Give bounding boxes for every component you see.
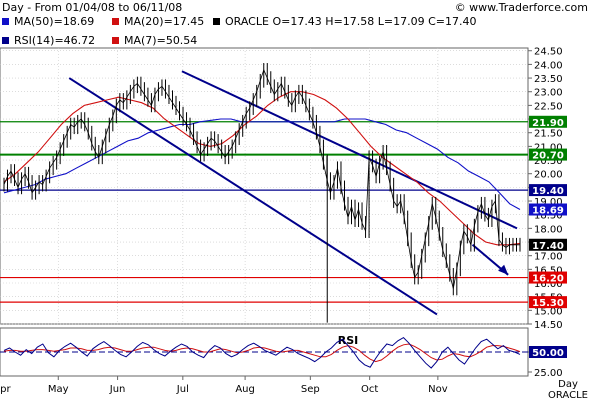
legend-label-rsi-ma: MA(7)=50.54 bbox=[124, 34, 197, 47]
price-tick-label: 19.00 bbox=[534, 197, 563, 208]
x-tick-label: Sep bbox=[301, 384, 320, 395]
rsi-value-tag bbox=[529, 346, 567, 358]
channel-upper-line bbox=[181, 70, 518, 230]
x-tick-label: May bbox=[48, 384, 69, 395]
price-tick-label: 22.50 bbox=[534, 101, 563, 112]
footer-period: Day bbox=[558, 379, 578, 390]
value-tag-label: 17.40 bbox=[532, 241, 564, 252]
x-tick-label: Jun bbox=[109, 384, 126, 395]
price-panel: 14.5015.0015.5016.0016.5017.0017.5018.00… bbox=[0, 47, 567, 331]
price-tick-label: 21.00 bbox=[534, 142, 563, 153]
value-tag bbox=[529, 203, 567, 216]
x-tick-label: Aug bbox=[235, 384, 255, 395]
level-tag-label: 21.90 bbox=[532, 118, 564, 129]
legend-label-rsi: RSI(14)=46.72 bbox=[14, 34, 95, 47]
legend-label-ma20: MA(20)=17.45 bbox=[124, 15, 204, 28]
price-tick-label: 23.00 bbox=[534, 88, 563, 99]
legend: MA(50)=18.69 MA(20)=17.45 ORACLE O=17.43… bbox=[2, 15, 477, 47]
chart-title: Day - From 01/04/08 to 06/11/08 bbox=[2, 1, 182, 14]
price-tick-label: 14.50 bbox=[534, 320, 563, 331]
price-tick-label: 16.00 bbox=[534, 279, 563, 290]
value-tag-label: 18.69 bbox=[532, 206, 564, 217]
legend-swatch-ma20 bbox=[112, 18, 119, 25]
price-value-tags: 18.69 17.40 bbox=[529, 203, 567, 252]
x-tick-label: Nov bbox=[428, 384, 448, 395]
rsi-panel-title: RSI bbox=[338, 334, 359, 347]
price-tick-label: 24.00 bbox=[534, 60, 563, 71]
rsi-value-tag-label: 50.00 bbox=[532, 348, 564, 359]
ma50-line bbox=[3, 118, 521, 210]
rsi-panel: RSI 25.00 50.00 bbox=[0, 327, 567, 379]
price-tick-label: 24.50 bbox=[534, 47, 563, 58]
channel-lower-line bbox=[68, 77, 438, 316]
level-tag-label: 20.70 bbox=[532, 151, 564, 162]
level-tag bbox=[529, 115, 567, 128]
trendlines bbox=[68, 70, 518, 316]
legend-label-price: ORACLE O=17.43 H=17.58 L=17.09 C=17.40 bbox=[225, 15, 477, 28]
price-series bbox=[3, 63, 521, 323]
ma20-line bbox=[3, 91, 521, 246]
level-tag bbox=[529, 271, 567, 284]
price-tick-label: 18.50 bbox=[534, 211, 563, 222]
level-tag bbox=[529, 296, 567, 309]
price-tick-label: 20.00 bbox=[534, 170, 563, 181]
level-tag-label: 16.20 bbox=[532, 274, 564, 285]
rsi-tick-label: 25.00 bbox=[534, 368, 563, 379]
rsi-line bbox=[3, 336, 521, 369]
forecast-arrow-head bbox=[498, 264, 509, 275]
legend-swatch-rsi-ma bbox=[112, 37, 119, 44]
rsi-series bbox=[3, 336, 521, 369]
price-tick-label: 17.00 bbox=[534, 252, 563, 263]
level-tag bbox=[529, 148, 567, 161]
copyright-text: © www.Traderforce.com bbox=[455, 1, 588, 14]
price-tick-label: 16.50 bbox=[534, 265, 563, 276]
time-axis: Apr May Jun Jul Aug Sep Oct Nov bbox=[0, 376, 448, 395]
price-tick-label: 23.50 bbox=[534, 74, 563, 85]
legend-label-ma50: MA(50)=18.69 bbox=[14, 15, 94, 28]
rsi-ma-line bbox=[3, 343, 521, 363]
price-close-line bbox=[3, 68, 520, 289]
price-tick-label: 20.50 bbox=[534, 156, 563, 167]
price-tick-label: 21.50 bbox=[534, 129, 563, 140]
legend-swatch-rsi bbox=[2, 37, 9, 44]
x-tick-label: Oct bbox=[361, 384, 378, 395]
level-tag-label: 15.30 bbox=[532, 298, 564, 309]
footer-symbol: ORACLE bbox=[548, 390, 588, 400]
price-panel-frame bbox=[0, 47, 529, 325]
level-tag-label: 19.40 bbox=[532, 186, 564, 197]
x-tick-label: Apr bbox=[0, 384, 12, 395]
price-tick-label: 15.00 bbox=[534, 306, 563, 317]
x-tick-label: Jul bbox=[176, 384, 189, 395]
legend-swatch-price bbox=[213, 18, 220, 25]
rsi-axis: 25.00 50.00 bbox=[528, 346, 567, 379]
level-tag bbox=[529, 184, 567, 197]
moving-averages bbox=[3, 91, 521, 246]
price-tick-label: 18.00 bbox=[534, 224, 563, 235]
value-tag bbox=[529, 238, 567, 251]
legend-swatch-ma50 bbox=[2, 18, 9, 25]
